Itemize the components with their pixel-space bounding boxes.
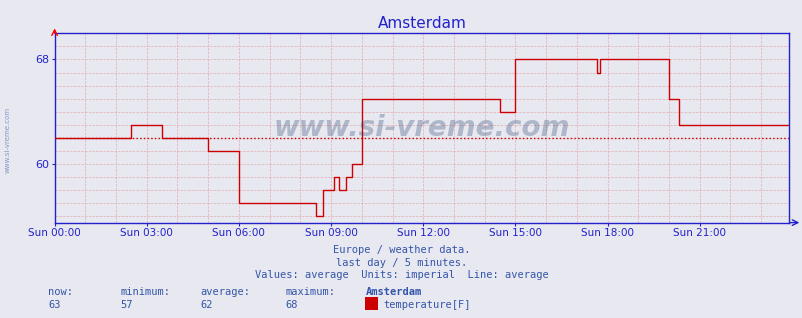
Text: 57: 57 <box>120 301 133 310</box>
Text: minimum:: minimum: <box>120 287 170 297</box>
Text: Values: average  Units: imperial  Line: average: Values: average Units: imperial Line: av… <box>254 270 548 280</box>
Text: Europe / weather data.: Europe / weather data. <box>332 245 470 255</box>
Text: 68: 68 <box>285 301 298 310</box>
Text: 63: 63 <box>48 301 61 310</box>
Text: www.si-vreme.com: www.si-vreme.com <box>273 114 569 142</box>
Text: temperature[F]: temperature[F] <box>383 300 470 310</box>
Text: Amsterdam: Amsterdam <box>365 287 421 297</box>
Text: last day / 5 minutes.: last day / 5 minutes. <box>335 258 467 267</box>
Text: now:: now: <box>48 287 73 297</box>
Text: maximum:: maximum: <box>285 287 334 297</box>
Text: average:: average: <box>200 287 250 297</box>
Text: 62: 62 <box>200 301 213 310</box>
Title: Amsterdam: Amsterdam <box>377 16 466 31</box>
Text: www.si-vreme.com: www.si-vreme.com <box>5 107 11 173</box>
